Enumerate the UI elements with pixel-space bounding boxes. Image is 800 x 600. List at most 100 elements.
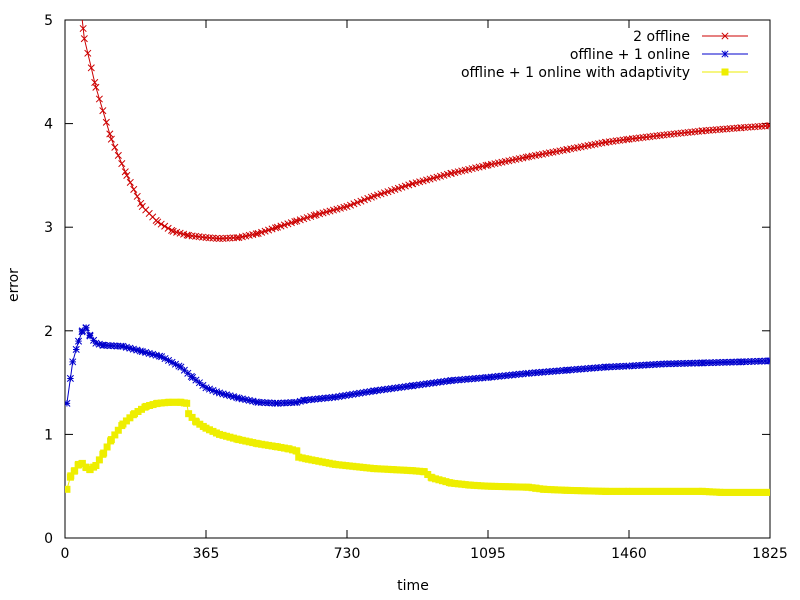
data-point [335, 392, 343, 401]
data-point [252, 230, 260, 238]
data-point [195, 379, 203, 387]
data-point [384, 385, 392, 393]
data-point [168, 358, 176, 366]
series-group [65, 0, 770, 496]
data-point [300, 396, 309, 404]
data-point [268, 399, 276, 407]
data-point [161, 222, 169, 230]
data-point [574, 365, 582, 373]
data-point [107, 436, 115, 444]
data-point [145, 349, 153, 357]
data-point [284, 399, 292, 407]
data-point [487, 373, 496, 381]
data-point [391, 384, 399, 392]
data-point [219, 390, 227, 398]
data-point [733, 358, 741, 366]
data-point [605, 363, 613, 371]
data-point [525, 369, 533, 377]
data-point [291, 218, 299, 226]
data-point [114, 151, 122, 160]
legend-label: offline + 1 online [570, 47, 690, 63]
data-point [100, 449, 108, 457]
data-point [468, 375, 476, 383]
data-point [293, 447, 301, 455]
x-tick-label: 1095 [470, 546, 506, 562]
data-point [180, 366, 188, 374]
data-point [740, 358, 749, 366]
data-point [451, 376, 459, 384]
data-point [475, 374, 483, 382]
x-tick-label: 1460 [611, 546, 647, 562]
legend-marker [721, 32, 729, 40]
data-point [356, 389, 364, 397]
data-point [709, 359, 717, 367]
data-point [212, 234, 220, 242]
data-point [164, 356, 173, 364]
data-point [584, 364, 592, 373]
data-point [271, 224, 280, 232]
legend-marker [721, 68, 729, 76]
data-point [318, 394, 326, 403]
data-point [625, 362, 633, 370]
data-point [102, 118, 110, 126]
data-point [765, 122, 770, 130]
data-point [528, 369, 536, 377]
data-point [691, 359, 699, 367]
data-point [138, 347, 146, 356]
data-point [183, 399, 191, 407]
data-point [321, 394, 329, 402]
data-point [212, 388, 220, 396]
data-point [99, 107, 107, 115]
x-tick-label: 1825 [752, 546, 788, 562]
data-point [95, 340, 103, 348]
data-point [235, 394, 243, 402]
data-point [454, 376, 462, 384]
data-point [747, 357, 756, 366]
data-point [103, 341, 111, 350]
data-point [409, 382, 417, 390]
data-point [491, 373, 499, 381]
data-point [623, 135, 631, 144]
data-point [65, 399, 71, 407]
data-point [136, 347, 144, 355]
data-point [188, 373, 197, 381]
data-point [129, 345, 137, 353]
data-point [310, 211, 318, 219]
data-point [311, 395, 319, 403]
data-point [556, 367, 564, 375]
data-point [103, 443, 111, 451]
data-point [712, 358, 720, 367]
data-point [484, 373, 492, 381]
data-point [766, 357, 770, 365]
data-point [84, 49, 92, 57]
data-point [505, 371, 513, 379]
data-point [719, 358, 727, 366]
data-point [76, 0, 82, 1]
data-point [229, 393, 237, 401]
data-point [92, 461, 100, 469]
data-point [69, 358, 77, 366]
data-point [702, 359, 710, 367]
data-point [280, 399, 288, 407]
data-point [581, 365, 589, 373]
data-point [461, 375, 469, 383]
data-point [542, 368, 550, 376]
data-point [121, 168, 129, 176]
y-tick-label: 2 [44, 324, 53, 340]
data-point [111, 431, 119, 439]
data-point [387, 385, 395, 393]
x-tick-label: 365 [193, 546, 220, 562]
data-point [538, 368, 547, 376]
data-point [373, 386, 382, 394]
legend-label: offline + 1 online with adaptivity [461, 65, 690, 81]
data-point [74, 337, 83, 345]
data-point [688, 359, 696, 367]
data-point [515, 370, 523, 378]
data-point [761, 357, 769, 365]
data-point [287, 399, 295, 407]
data-point [123, 171, 131, 179]
data-point [535, 368, 543, 376]
data-point [261, 399, 269, 407]
data-point [177, 363, 185, 371]
data-point [222, 391, 231, 399]
